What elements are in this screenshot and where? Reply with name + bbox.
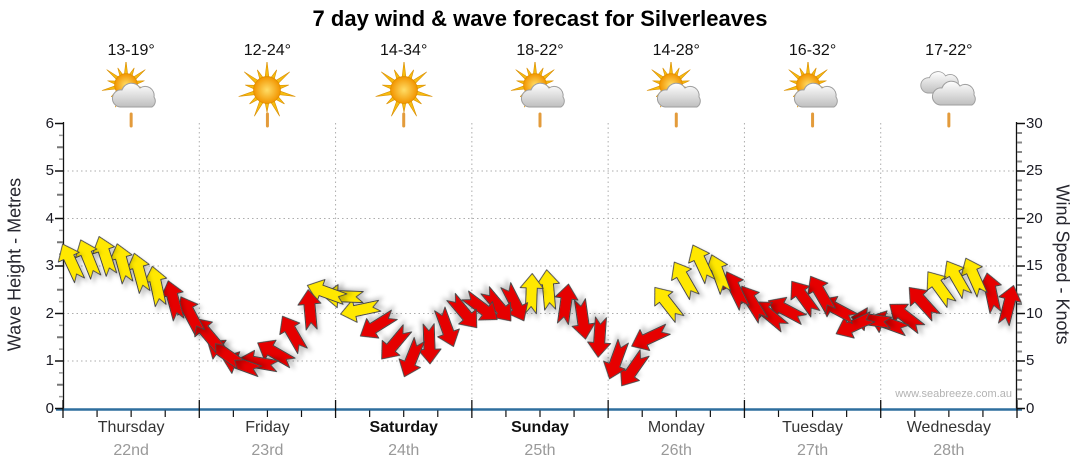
- day-icon: [782, 60, 844, 118]
- day-icon: [509, 60, 571, 118]
- wind-arrow: [75, 239, 102, 280]
- day-date: 26th: [660, 442, 692, 459]
- wind-arrow: [535, 269, 560, 311]
- day-label: Friday: [245, 419, 290, 436]
- wind-arrow: [381, 324, 413, 360]
- weather-icon-sun: [238, 60, 296, 117]
- day-temp: 14-28°: [652, 42, 700, 59]
- day-label: Thursday: [97, 419, 165, 436]
- right-axis-tick: 30: [1026, 114, 1043, 132]
- weather-icon-sun: [375, 60, 433, 117]
- right-axis-tick: 5: [1026, 352, 1035, 369]
- day-label: Wednesday: [906, 419, 991, 436]
- wind-arrow: [960, 257, 988, 298]
- day-date: 22nd: [113, 442, 149, 459]
- day-date: 28th: [933, 442, 965, 459]
- wind-arrow: [943, 260, 973, 300]
- weather-icon-sun-cloud: [647, 60, 702, 108]
- day-label: Sunday: [511, 419, 569, 436]
- day-temp: 18-22°: [516, 42, 564, 59]
- left-axis-tick: 4: [45, 209, 54, 227]
- wind-arrow: [603, 338, 629, 380]
- weather-icon-sun-cloud: [101, 60, 156, 108]
- watermark: www.seabreeze.com.au: [895, 388, 1012, 400]
- wind-arrow: [631, 323, 671, 351]
- left-axis-tick: 0: [45, 399, 54, 417]
- day-icon: [236, 60, 298, 118]
- left-axis-tick: 2: [45, 304, 54, 322]
- left-axis-tick: 5: [45, 162, 54, 179]
- day-temp: 17-22°: [925, 42, 973, 59]
- wind-arrow: [57, 243, 86, 284]
- wind-arrow: [446, 293, 478, 329]
- wind-arrow: [790, 280, 821, 318]
- left-axis-tick: 1: [45, 352, 54, 369]
- weather-icon-cloud: [920, 71, 976, 106]
- left-axis-tick: 3: [45, 257, 54, 274]
- wind-arrow: [671, 261, 700, 301]
- day-date: 23rd: [251, 442, 284, 459]
- day-temp: 14-34°: [380, 42, 428, 59]
- wind-arrow: [297, 289, 322, 331]
- right-axis-tick: 15: [1026, 257, 1043, 274]
- wind-arrow: [554, 283, 579, 325]
- wind-arrow: [722, 271, 750, 311]
- right-axis-tick: 10: [1026, 304, 1043, 322]
- wind-arrow: [359, 309, 398, 339]
- day-icon: [100, 60, 162, 118]
- wind-arrow: [587, 316, 612, 358]
- day-temp: 12-24°: [243, 42, 292, 59]
- wind-arrow: [654, 286, 685, 323]
- day-temp: 13-19°: [107, 42, 155, 59]
- wind-arrow: [279, 315, 308, 355]
- weather-icon-sun-cloud: [510, 60, 565, 108]
- left-axis-tick: 6: [45, 114, 54, 132]
- wind-arrow: [434, 306, 460, 348]
- right-axis-tick: 20: [1026, 209, 1043, 227]
- weather-icon-sun-cloud: [783, 60, 838, 108]
- day-date: 25th: [524, 442, 556, 459]
- wind-arrow: [688, 244, 716, 285]
- wind-arrow: [926, 271, 957, 308]
- wind-arrows: [57, 236, 1022, 387]
- day-label: Saturday: [369, 419, 438, 436]
- day-label: Monday: [647, 419, 705, 436]
- chart-title: 7 day wind & wave forecast for Silverlea…: [312, 6, 768, 31]
- day-icon: [645, 60, 707, 118]
- day-icon: [918, 62, 980, 118]
- wind-arrow: [998, 285, 1022, 327]
- wind-arrow: [739, 285, 769, 324]
- day-icon: [373, 60, 435, 118]
- right-axis-tick: 0: [1026, 399, 1035, 417]
- day-date: 27th: [796, 442, 829, 459]
- wind-arrow: [908, 286, 941, 322]
- wind-arrow: [92, 236, 118, 277]
- wind-arrow: [807, 275, 836, 315]
- wind-arrow: [398, 337, 425, 378]
- wind-arrow: [207, 339, 245, 370]
- right-axis-tick: 25: [1026, 162, 1043, 179]
- day-date: 24th: [388, 442, 420, 459]
- day-temp: 16-32°: [788, 42, 837, 59]
- day-label: Tuesday: [782, 419, 843, 436]
- wind-arrow: [461, 290, 498, 321]
- wind-arrow: [571, 298, 596, 340]
